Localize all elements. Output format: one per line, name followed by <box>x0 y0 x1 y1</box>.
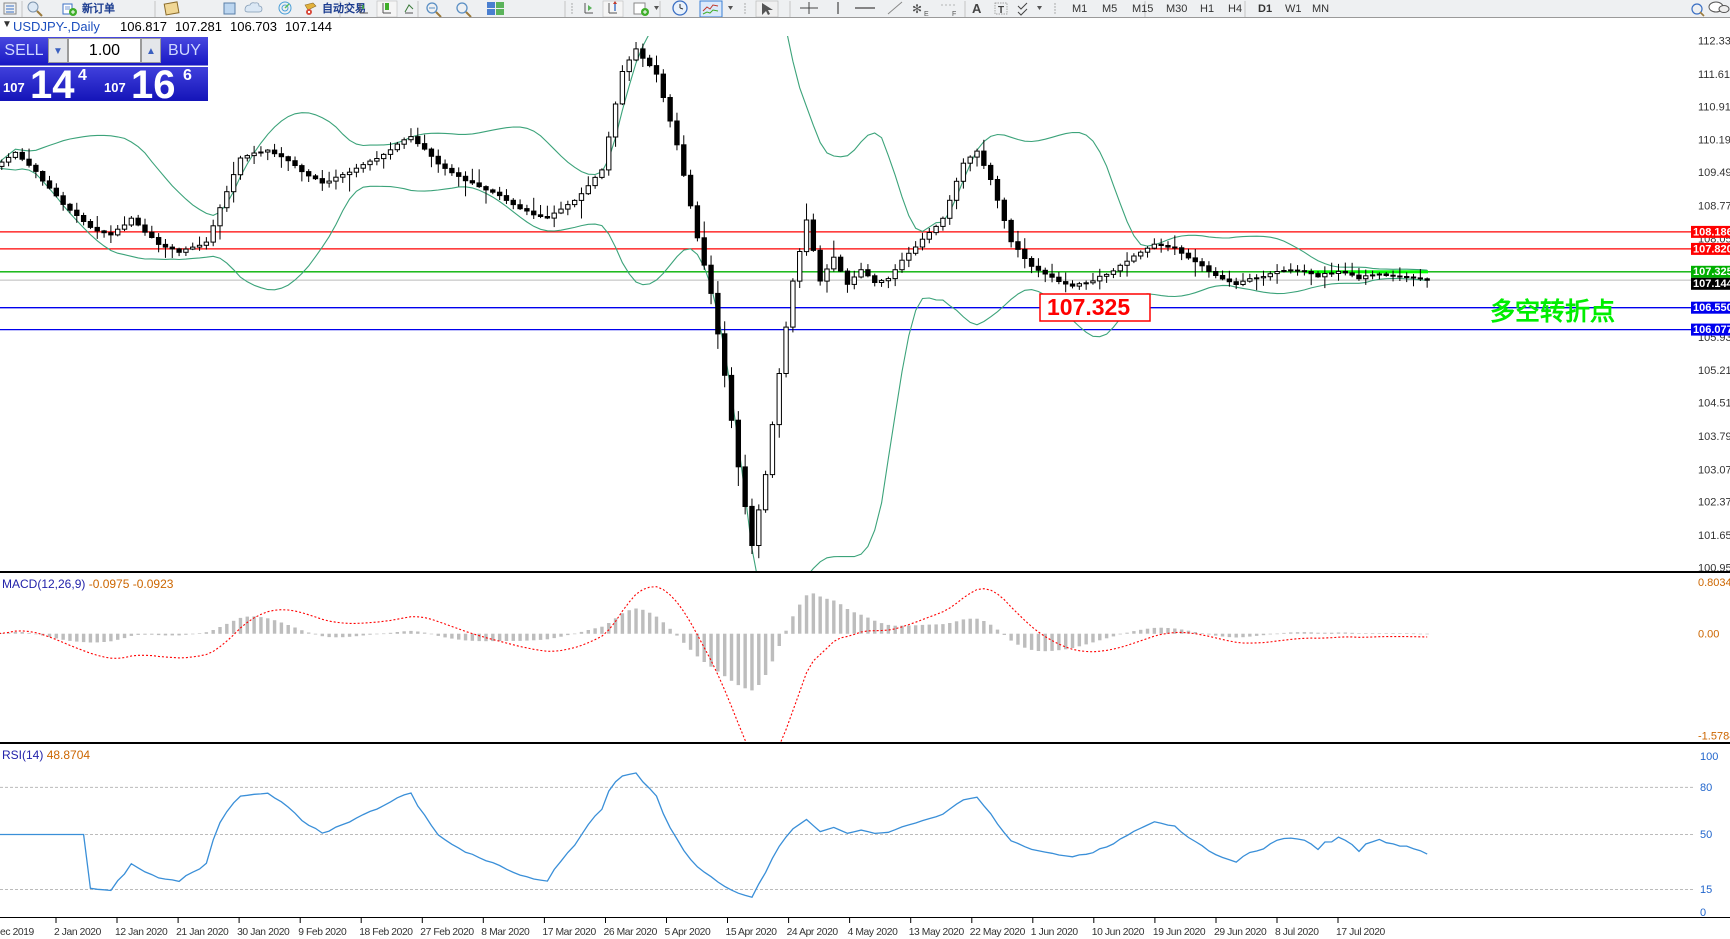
svg-text:107.325: 107.325 <box>1047 294 1130 320</box>
svg-text:104.510: 104.510 <box>1698 398 1730 410</box>
svg-text:8 Mar 2020: 8 Mar 2020 <box>481 927 530 938</box>
svg-text:26 Mar 2020: 26 Mar 2020 <box>604 927 658 938</box>
svg-text:110.190: 110.190 <box>1698 135 1730 147</box>
svg-text:80: 80 <box>1700 782 1712 794</box>
svg-text:D1: D1 <box>1258 3 1272 15</box>
svg-text:107.144: 107.144 <box>1693 278 1730 290</box>
svg-text:MACD(12,26,9) -0.0975 -0.0923: MACD(12,26,9) -0.0975 -0.0923 <box>2 577 174 591</box>
svg-text:30 Jan 2020: 30 Jan 2020 <box>237 927 290 938</box>
svg-text:29 Jun 2020: 29 Jun 2020 <box>1214 927 1267 938</box>
svg-text:9 Feb 2020: 9 Feb 2020 <box>298 927 347 938</box>
svg-text:108.186: 108.186 <box>1693 226 1730 238</box>
svg-text:M30: M30 <box>1166 3 1187 15</box>
svg-text:103.070: 103.070 <box>1698 464 1730 476</box>
svg-text:109.490: 109.490 <box>1698 167 1730 179</box>
svg-text:107.325: 107.325 <box>1693 266 1730 278</box>
svg-text:100.950: 100.950 <box>1698 563 1730 574</box>
svg-text:13 May 2020: 13 May 2020 <box>909 927 965 938</box>
svg-text:5 Apr 2020: 5 Apr 2020 <box>665 927 711 938</box>
svg-text:107.820: 107.820 <box>1693 243 1730 255</box>
svg-text:15: 15 <box>1700 884 1712 896</box>
svg-text:H1: H1 <box>1200 3 1214 15</box>
svg-text:✻: ✻ <box>912 2 922 16</box>
svg-text:M1: M1 <box>1072 3 1087 15</box>
svg-text:8 Jul 2020: 8 Jul 2020 <box>1275 927 1319 938</box>
svg-text:多空转折点: 多空转折点 <box>1490 297 1615 326</box>
svg-text:A: A <box>972 1 982 16</box>
svg-text:102.370: 102.370 <box>1698 497 1730 509</box>
svg-text:106.077: 106.077 <box>1693 324 1730 336</box>
svg-text:自动交易: 自动交易 <box>322 1 366 15</box>
svg-text:15 Apr 2020: 15 Apr 2020 <box>726 927 778 938</box>
svg-text:F: F <box>952 11 956 18</box>
svg-text:10 Jun 2020: 10 Jun 2020 <box>1092 927 1145 938</box>
svg-text:Dec 2019: Dec 2019 <box>0 927 35 938</box>
svg-text:E: E <box>924 11 929 18</box>
svg-text:106.550: 106.550 <box>1693 302 1730 314</box>
svg-text:RSI(14) 48.8704: RSI(14) 48.8704 <box>2 748 90 762</box>
svg-text:17 Jul 2020: 17 Jul 2020 <box>1336 927 1386 938</box>
svg-text:0.8034: 0.8034 <box>1698 577 1730 589</box>
svg-text:112.330: 112.330 <box>1698 36 1730 48</box>
svg-text:19 Jun 2020: 19 Jun 2020 <box>1153 927 1206 938</box>
svg-text:MN: MN <box>1312 3 1329 15</box>
svg-text:17 Mar 2020: 17 Mar 2020 <box>542 927 596 938</box>
svg-text:H4: H4 <box>1228 3 1242 15</box>
svg-text:T: T <box>998 5 1004 16</box>
svg-text:0: 0 <box>1700 907 1706 917</box>
svg-text:101.650: 101.650 <box>1698 530 1730 542</box>
svg-text:108.770: 108.770 <box>1698 200 1730 212</box>
svg-text:50: 50 <box>1700 829 1712 841</box>
svg-text:105.210: 105.210 <box>1698 365 1730 377</box>
svg-text:103.790: 103.790 <box>1698 431 1730 443</box>
svg-text:0.00: 0.00 <box>1698 629 1719 641</box>
svg-text:M5: M5 <box>1102 3 1117 15</box>
svg-text:21 Jan 2020: 21 Jan 2020 <box>176 927 229 938</box>
svg-text:4 May 2020: 4 May 2020 <box>848 927 898 938</box>
svg-text:-1.5784: -1.5784 <box>1698 730 1730 742</box>
svg-text:22 May 2020: 22 May 2020 <box>970 927 1026 938</box>
svg-text:M15: M15 <box>1132 3 1153 15</box>
svg-text:2 Jan 2020: 2 Jan 2020 <box>54 927 102 938</box>
svg-text:18 Feb 2020: 18 Feb 2020 <box>359 927 413 938</box>
svg-text:12 Jan 2020: 12 Jan 2020 <box>115 927 168 938</box>
svg-text:110.910: 110.910 <box>1698 101 1730 113</box>
svg-text:W1: W1 <box>1285 3 1302 15</box>
svg-text:1 Jun 2020: 1 Jun 2020 <box>1031 927 1079 938</box>
svg-text:27 Feb 2020: 27 Feb 2020 <box>420 927 474 938</box>
svg-text:100: 100 <box>1700 751 1718 763</box>
svg-text:111.610: 111.610 <box>1698 69 1730 81</box>
svg-text:新订单: 新订单 <box>82 1 115 15</box>
svg-text:24 Apr 2020: 24 Apr 2020 <box>787 927 839 938</box>
